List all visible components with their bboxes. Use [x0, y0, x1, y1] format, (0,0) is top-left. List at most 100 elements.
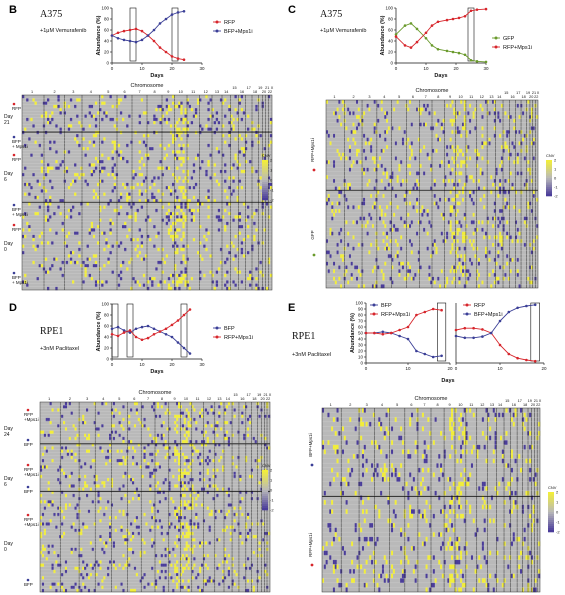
- colorbar-step: [262, 490, 268, 493]
- legend-label: RFP+Mps1i: [224, 335, 253, 341]
- heat-cell: [225, 430, 229, 434]
- colorbar-step: [546, 170, 552, 173]
- sample-label: BFP: [24, 489, 33, 494]
- heat-cell: [63, 101, 66, 105]
- heat-cell: [417, 182, 420, 187]
- heat-cell: [497, 115, 500, 119]
- heat-cell: [185, 554, 188, 558]
- heat-cell: [472, 518, 475, 524]
- heat-cell: [118, 462, 121, 466]
- heat-cell: [257, 98, 260, 102]
- heat-cell: [532, 504, 535, 510]
- heat-cell: [470, 220, 473, 225]
- heat-cell: [502, 216, 505, 221]
- heat-cell: [532, 239, 535, 244]
- heat-cell: [89, 563, 92, 567]
- heat-cell: [184, 280, 187, 284]
- heat-cell: [185, 503, 188, 507]
- heat-cell: [493, 126, 496, 131]
- heat-cell: [182, 234, 185, 239]
- heat-cell: [336, 578, 339, 583]
- heat-cell: [532, 156, 535, 161]
- heat-cell: [527, 276, 530, 281]
- heat-cell: [341, 152, 344, 157]
- sample-dot: [310, 463, 314, 467]
- heat-cell: [454, 250, 457, 255]
- heat-cell: [82, 280, 85, 284]
- heat-cell: [416, 490, 419, 496]
- heat-cell: [356, 126, 358, 131]
- heat-cell: [347, 107, 350, 112]
- heat-cell: [401, 178, 404, 183]
- data-point: [423, 310, 427, 314]
- heat-cell: [199, 270, 202, 274]
- heat-cell: [186, 98, 189, 102]
- heat-cell: [527, 205, 530, 210]
- heat-cell: [179, 405, 183, 409]
- heat-cell: [472, 115, 475, 119]
- heat-cell: [202, 519, 206, 523]
- heat-cell: [485, 504, 488, 510]
- heat-cell: [44, 189, 48, 193]
- heat-cell: [449, 504, 452, 510]
- heat-cell: [184, 108, 187, 112]
- heat-cell: [164, 455, 167, 460]
- heat-cell: [450, 523, 453, 528]
- heat-cell: [179, 414, 183, 419]
- heat-cell: [187, 481, 190, 485]
- heat-cell: [463, 477, 466, 482]
- heat-cell: [488, 111, 491, 116]
- heat-cell: [181, 424, 184, 428]
- heat-cell: [520, 141, 523, 146]
- heat-cell: [454, 194, 457, 198]
- heat-cell: [142, 257, 146, 261]
- heat-cell: [498, 481, 501, 487]
- heat-cell: [427, 417, 430, 422]
- heat-cell: [449, 227, 452, 232]
- heat-cell: [382, 171, 385, 176]
- heat-cell: [481, 171, 484, 176]
- heat-cell: [174, 449, 177, 453]
- heat-cell: [70, 452, 73, 457]
- heat-cell: [232, 117, 235, 122]
- heat-cell: [161, 192, 164, 196]
- heat-cell: [93, 588, 96, 593]
- heat-cell: [400, 532, 403, 537]
- legend-marker: [494, 36, 498, 40]
- colorbar-tick: 0: [270, 178, 273, 183]
- heat-cell: [143, 585, 146, 590]
- sample-label: RFP: [12, 157, 21, 162]
- heat-cell: [194, 111, 198, 115]
- heat-cell: [91, 547, 94, 552]
- heat-cell: [64, 474, 68, 479]
- heat-cell: [184, 260, 187, 265]
- heat-cell: [496, 550, 499, 556]
- chromosome-label: 15: [232, 86, 236, 90]
- heat-cell: [495, 167, 498, 172]
- heat-cell: [215, 147, 219, 151]
- heat-cell: [488, 137, 491, 142]
- heat-cell: [95, 560, 98, 564]
- heat-cell: [237, 522, 240, 526]
- heat-cell: [256, 402, 259, 406]
- heat-cell: [189, 424, 192, 428]
- heat-cell: [514, 490, 517, 496]
- heat-cell: [410, 220, 413, 225]
- heat-cell: [186, 283, 189, 287]
- heat-cell: [214, 484, 217, 488]
- heat-cell: [382, 194, 385, 198]
- colorbar-step: [262, 508, 268, 511]
- heat-cell: [492, 408, 495, 413]
- heat-cell: [229, 525, 232, 529]
- heat-cell: [523, 242, 526, 247]
- heat-cell: [151, 195, 154, 200]
- heat-cell: [520, 190, 523, 195]
- heat-cell: [483, 500, 486, 505]
- heat-cell: [153, 474, 156, 479]
- chromosome-label: 20: [261, 397, 265, 401]
- heat-cell: [232, 163, 235, 167]
- heat-cell: [227, 503, 230, 507]
- data-point: [152, 332, 156, 336]
- heat-cell: [527, 564, 530, 570]
- heat-cell: [130, 286, 133, 291]
